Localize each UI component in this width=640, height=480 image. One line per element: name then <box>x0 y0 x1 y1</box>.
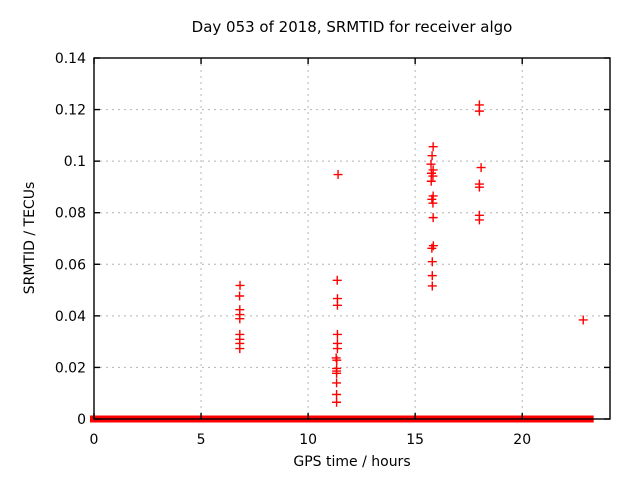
x-tick-label: 10 <box>299 432 317 448</box>
x-tick-label: 20 <box>513 432 531 448</box>
x-tick-label: 15 <box>406 432 424 448</box>
y-tick-label: 0.12 <box>55 103 86 119</box>
data-point <box>427 271 437 281</box>
y-tick-label: 0.04 <box>55 309 86 325</box>
data-point <box>332 368 342 378</box>
data-point <box>578 315 588 325</box>
data-point <box>332 397 342 407</box>
data-point <box>427 281 437 291</box>
data-point <box>332 378 342 388</box>
data-point <box>332 300 342 310</box>
x-tick-label: 0 <box>90 432 99 448</box>
y-tick-label: 0 <box>77 412 86 428</box>
data-point <box>332 344 342 354</box>
y-tick-label: 0.06 <box>55 257 86 273</box>
data-point <box>474 182 484 192</box>
chart-title: Day 053 of 2018, SRMTID for receiver alg… <box>191 18 513 36</box>
data-point <box>332 275 342 285</box>
data-point <box>427 151 437 161</box>
data-point <box>426 176 436 186</box>
data-point <box>235 344 245 354</box>
data-point <box>428 213 438 223</box>
data-point <box>428 171 438 181</box>
plot-border <box>93 57 611 420</box>
data-point <box>476 163 486 173</box>
data-point <box>332 329 342 339</box>
y-tick-label: 0.02 <box>55 360 86 376</box>
data-point <box>235 280 245 290</box>
x-axis-title: GPS time / hours <box>293 454 411 470</box>
data-point <box>235 314 245 324</box>
data-point <box>427 257 437 267</box>
data-point <box>474 215 484 225</box>
data-point <box>428 198 438 208</box>
data-point <box>427 194 437 204</box>
data-point <box>333 170 343 180</box>
data-point <box>426 159 436 169</box>
x-tick-label: 5 <box>197 432 206 448</box>
data-point <box>235 291 245 301</box>
data-point <box>332 390 342 400</box>
data-point <box>332 355 342 365</box>
data-point <box>428 142 438 152</box>
data-point <box>474 106 484 116</box>
y-tick-label: 0.14 <box>55 51 86 67</box>
y-tick-label: 0.1 <box>64 154 86 170</box>
data-point <box>427 243 437 253</box>
y-tick-label: 0.08 <box>55 206 86 222</box>
